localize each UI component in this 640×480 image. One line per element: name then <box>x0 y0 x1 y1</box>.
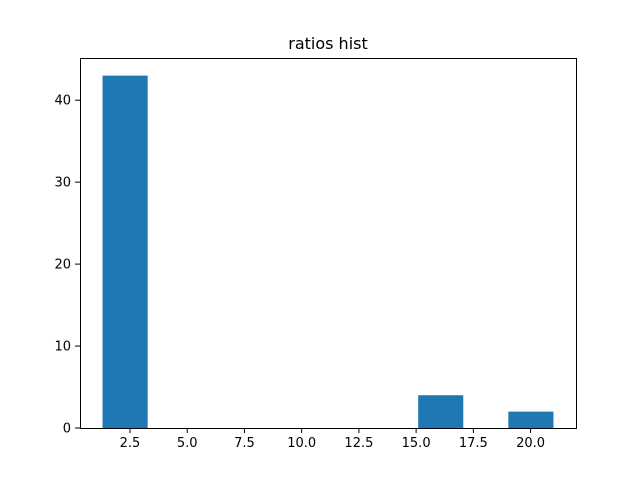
y-axis-ticks: 0 10 20 30 40 <box>54 94 80 437</box>
x-tick-label: 12.5 <box>344 436 373 451</box>
x-tick-label: 17.5 <box>459 436 488 451</box>
histogram-bar-0 <box>102 75 148 428</box>
x-tick-label: 15.0 <box>402 436 431 451</box>
x-tick-label: 7.5 <box>234 436 255 451</box>
chart-title: ratios hist <box>288 34 368 53</box>
y-tick-label: 30 <box>54 176 71 191</box>
x-tick-label: 2.5 <box>120 436 141 451</box>
x-tick-label: 20.0 <box>516 436 545 451</box>
histogram-bar-7 <box>418 395 464 428</box>
x-tick-label: 10.0 <box>287 436 316 451</box>
y-tick-label: 20 <box>54 258 71 273</box>
y-tick-label: 10 <box>54 340 71 355</box>
x-tick-label: 5.0 <box>177 436 198 451</box>
x-axis-ticks: 2.5 5.0 7.5 10.0 12.5 15.0 17.5 20.0 <box>120 428 545 451</box>
histogram-bar-9 <box>508 411 554 428</box>
bars-layer <box>102 75 554 428</box>
axes-frame <box>80 58 577 429</box>
y-tick-label: 0 <box>63 422 71 437</box>
y-tick-label: 40 <box>54 94 71 109</box>
